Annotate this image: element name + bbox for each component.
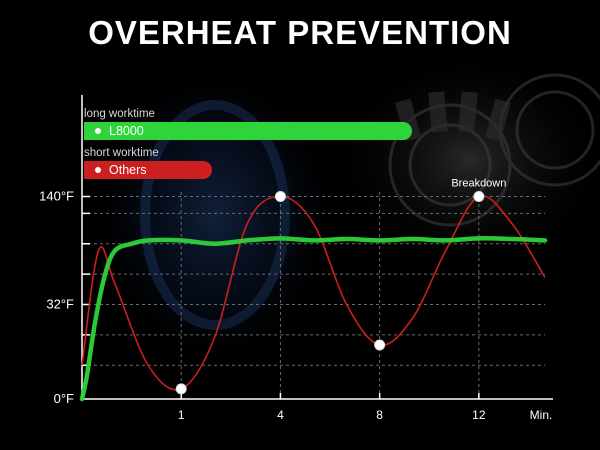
page-title: OVERHEAT PREVENTION (88, 14, 512, 51)
bullet-icon (95, 167, 101, 173)
legend-label-l8000: L8000 (109, 124, 144, 138)
y-tick-label: 0°F (54, 391, 74, 406)
x-tick-label: 8 (376, 408, 383, 422)
legend-caption-short: short worktime (84, 147, 159, 159)
annotation-breakdown: Breakdown (451, 178, 506, 190)
bullet-icon (95, 128, 101, 134)
data-point-marker (175, 383, 187, 395)
series-line-others (81, 195, 546, 391)
legend-label-others: Others (109, 163, 147, 177)
legend-bar-others: Others (84, 161, 212, 179)
data-point-marker (473, 191, 485, 202)
legend-bar-l8000: L8000 (84, 122, 412, 140)
x-unit-label: Min. (530, 408, 553, 422)
data-point-marker (274, 191, 286, 202)
x-tick-label: 4 (277, 408, 284, 422)
x-tick-label: 1 (178, 408, 185, 422)
data-point-marker (374, 339, 386, 351)
legend-caption-long: long worktime (84, 108, 155, 120)
y-tick-label: 32°F (46, 297, 74, 312)
x-tick-label: 12 (472, 408, 486, 422)
series-line-l8000 (79, 236, 548, 402)
y-tick-label: 140°F (39, 189, 74, 204)
